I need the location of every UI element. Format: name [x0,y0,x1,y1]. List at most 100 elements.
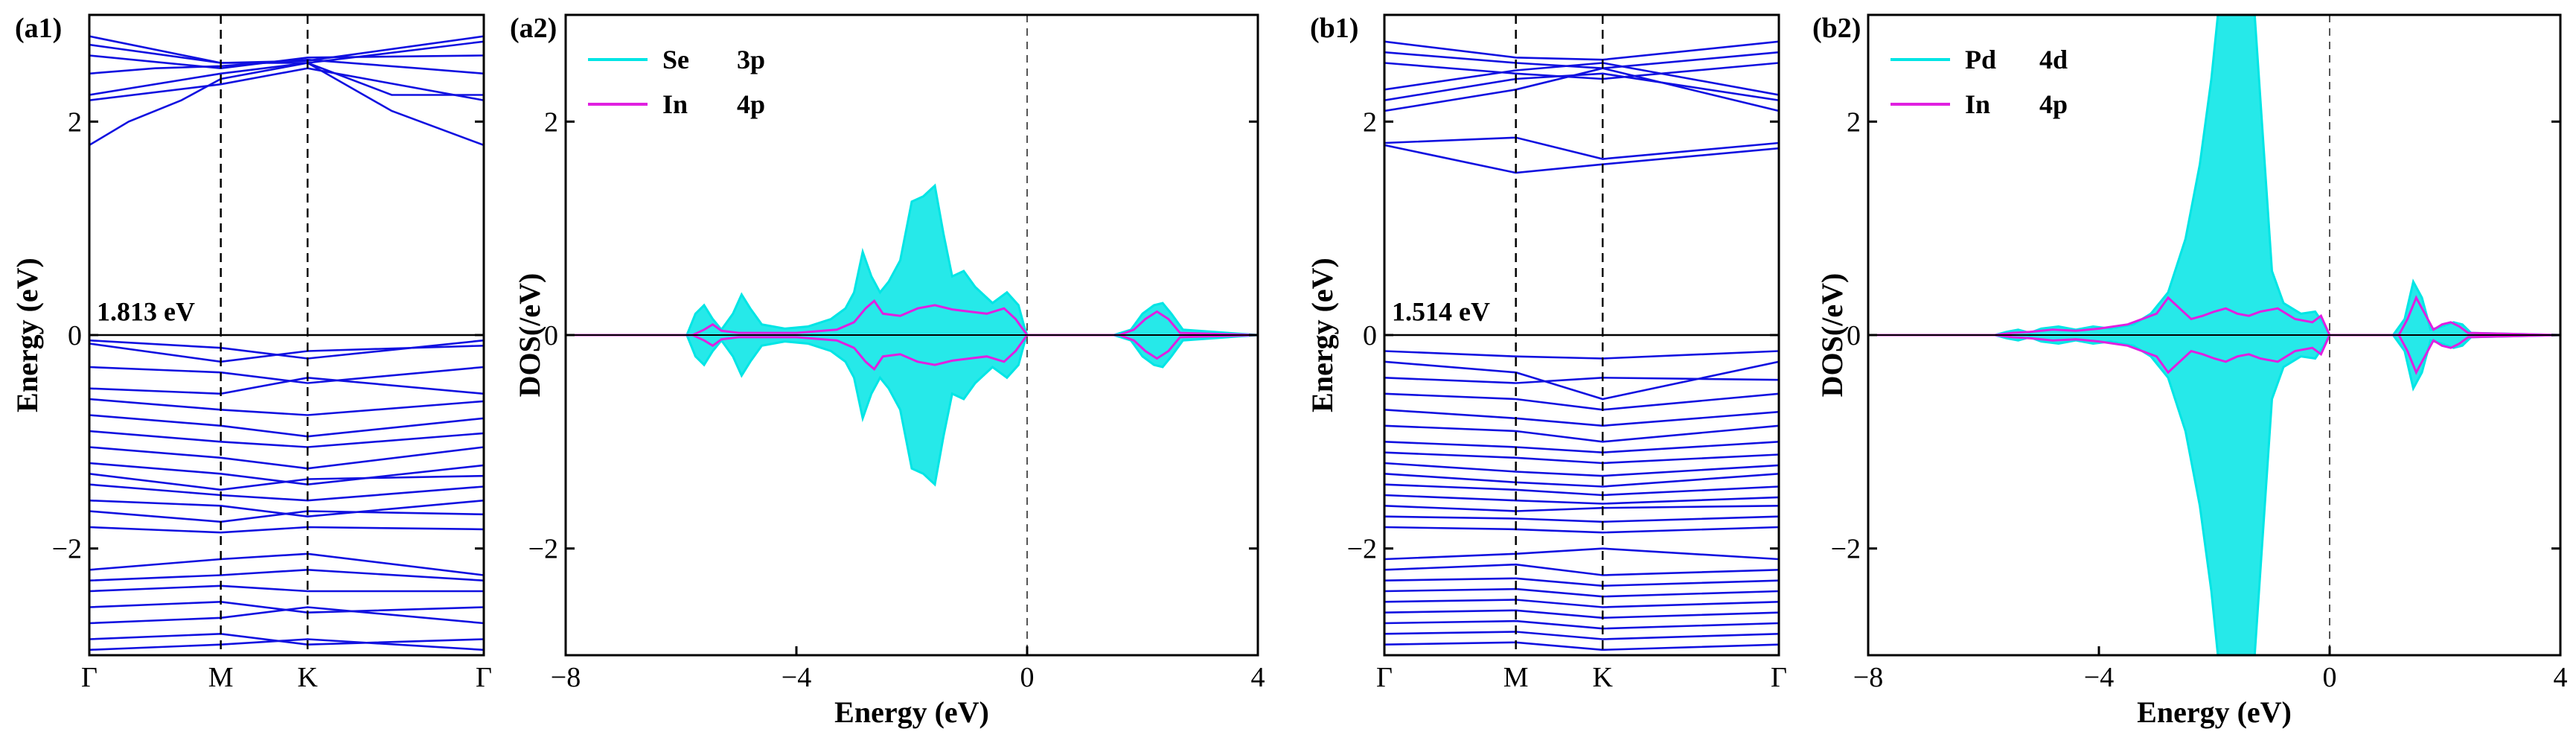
y-tick-label: −2 [1831,534,1861,565]
band-vb13 [89,510,484,523]
band-cb6 [1384,62,1779,80]
band-vb9 [1384,462,1779,477]
band-vb13 [1384,505,1779,512]
band-vb5 [1384,409,1779,427]
plot-area [566,15,1258,655]
band-gap-label: 1.813 eV [97,297,195,327]
band-vb2 [89,342,484,363]
legend-orbital-Se: 3p [737,45,765,74]
band-cb2 [1384,136,1779,160]
legend-orbital-In: 4p [737,89,765,119]
x-tick-label: −4 [782,662,811,693]
y-tick-label: 0 [1847,320,1861,351]
panel-label: (a2) [510,13,557,44]
band-vb20 [89,632,484,646]
legend-name-Se: Se [662,45,689,74]
band-vb17 [89,584,484,593]
kpoint-label: M [1503,662,1529,693]
band-vb11 [1384,483,1779,497]
band-vb7 [1384,441,1779,454]
panel-label: (b1) [1310,13,1358,44]
band-vb10 [1384,473,1779,488]
band-vb15 [89,552,484,576]
band-vb12 [1384,494,1779,505]
band-vb18 [1384,577,1779,587]
panel-0: (a1) Energy (eV) 2 0 −2 Γ M K Γ 1.813 eV [10,13,492,693]
band-vb21 [89,638,484,651]
y-tick-label: −2 [52,534,82,565]
kpoint-label: Γ [1376,662,1393,693]
y-tick-label: 2 [68,106,82,138]
legend-name-Pd: Pd [1965,45,1996,74]
band-gap-label: 1.514 eV [1392,297,1490,327]
band-vb8 [89,446,484,470]
y-tick-label: −2 [528,534,558,565]
x-tick-label: 4 [2554,662,2568,693]
band-vb8 [1384,451,1779,465]
plot-frame [88,13,485,657]
band-vb23 [1384,631,1779,640]
legend-name-In: In [662,89,688,119]
y-tick-label: 2 [1363,106,1377,138]
y-tick-label: 0 [544,320,558,351]
x-tick-label: −8 [551,662,581,693]
dos-line-down-In [566,334,1258,372]
panel-2: (b1) Energy (eV) 2 0 −2 Γ M K Γ 1.514 eV [1305,13,1787,693]
band-vb3 [89,366,484,384]
band-vb19 [1384,587,1779,598]
band-vb6 [1384,424,1779,443]
plot-frame [1383,13,1780,657]
band-vb21 [1384,609,1779,619]
kpoint-label: K [1593,662,1614,693]
band-vb22 [1384,619,1779,630]
y-axis-title: DOS(/eV) [1815,273,1849,398]
dos-line-down-In [1868,334,2560,375]
panel-label: (a1) [15,13,62,44]
dos-line-up-In [566,299,1258,337]
band-vb19 [89,606,484,625]
band-cb2 [89,67,484,101]
y-tick-label: 2 [1847,106,1861,138]
y-axis-title: Energy (eV) [10,258,44,412]
kpoint-label: M [208,662,234,693]
band-vb4 [89,376,484,395]
kpoint-label: K [298,662,319,693]
x-tick-label: 0 [1020,662,1035,693]
x-tick-label: −4 [2084,662,2114,693]
plot-area [1384,15,1779,655]
band-vb20 [1384,599,1779,608]
band-cb7 [1384,51,1779,70]
x-tick-label: −8 [1853,662,1883,693]
band-vb3 [1384,376,1779,384]
band-vb17 [1384,563,1779,576]
band-cb1 [89,62,484,147]
dos-line-up-In [1868,295,2560,337]
y-tick-label: 0 [1363,320,1377,351]
band-vb18 [89,600,484,614]
plot-frame [1867,13,2562,657]
band-vb2 [1384,360,1779,401]
band-vb5 [89,398,484,416]
band-vb16 [89,568,484,581]
band-vb10 [89,473,484,491]
band-cb5 [89,35,484,64]
band-vb6 [89,414,484,438]
x-axis-title: Energy (eV) [834,695,989,729]
legend-name-In: In [1965,89,1990,119]
band-vb4 [1384,392,1779,411]
y-tick-label: 2 [544,106,558,138]
legend-orbital-In: 4p [2039,89,2068,119]
panel-label: (b2) [1812,13,1861,44]
band-vb14 [89,526,484,534]
x-axis-title: Energy (eV) [2137,695,2292,729]
panel-1: (a2) DOS(/eV) 2 0 −2 −8 −4 0 4 Energy (eV) Se 3p In 4… [510,13,1265,729]
band-vb16 [1384,547,1779,561]
y-axis-title: Energy (eV) [1305,258,1339,412]
band-cb5 [1384,62,1779,96]
y-axis-title: DOS(/eV) [513,273,546,398]
plot-frame [564,13,1259,657]
band-vb11 [89,483,484,502]
band-cb7 [89,54,484,70]
band-vb14 [1384,515,1779,523]
y-tick-label: −2 [1347,534,1377,565]
